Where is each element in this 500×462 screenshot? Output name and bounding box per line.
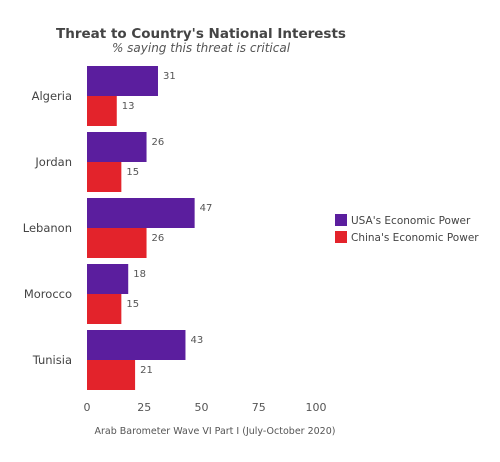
- bar-lebanon-china: [87, 228, 147, 258]
- bar-tunisia-usa: [87, 330, 186, 360]
- bars-group: [87, 66, 195, 390]
- bar-lebanon-usa: [87, 198, 195, 228]
- legend-label-china: China's Economic Power: [351, 232, 479, 244]
- data-label-morocco-china: 15: [126, 299, 139, 310]
- data-label-lebanon-usa: 47: [200, 203, 213, 214]
- legend-swatch-china: [335, 231, 347, 243]
- category-label-jordan: Jordan: [34, 155, 72, 169]
- data-label-morocco-usa: 18: [133, 269, 146, 280]
- data-label-tunisia-usa: 43: [190, 335, 203, 346]
- x-axis-ticks: 0 25 50 75 100: [84, 401, 327, 414]
- category-label-lebanon: Lebanon: [23, 221, 72, 235]
- legend: USA's Economic Power China's Economic Pow…: [335, 214, 479, 244]
- data-label-algeria-china: 13: [122, 101, 135, 112]
- x-tick-label-25: 25: [137, 401, 151, 414]
- x-tick-label-0: 0: [84, 401, 91, 414]
- bar-jordan-china: [87, 162, 122, 192]
- chart-title: Threat to Country's National Interests: [56, 26, 346, 42]
- legend-label-usa: USA's Economic Power: [351, 215, 471, 227]
- bar-algeria-china: [87, 96, 117, 126]
- x-tick-label-75: 75: [252, 401, 266, 414]
- category-label-morocco: Morocco: [24, 287, 72, 301]
- chart-caption: Arab Barometer Wave VI Part I (July-Octo…: [95, 426, 336, 437]
- x-tick-label-50: 50: [195, 401, 209, 414]
- category-labels: Algeria Jordan Lebanon Morocco Tunisia: [23, 89, 72, 367]
- data-label-tunisia-china: 21: [140, 365, 153, 376]
- data-label-algeria-usa: 31: [163, 71, 176, 82]
- bar-algeria-usa: [87, 66, 158, 96]
- bar-jordan-usa: [87, 132, 147, 162]
- category-label-tunisia: Tunisia: [32, 353, 72, 367]
- data-label-jordan-china: 15: [126, 167, 139, 178]
- data-labels: 31 13 26 15 47 26 18 15 43 21: [122, 71, 213, 376]
- chart-subtitle: % saying this threat is critical: [112, 41, 291, 55]
- category-label-algeria: Algeria: [32, 89, 72, 103]
- bar-morocco-usa: [87, 264, 129, 294]
- legend-swatch-usa: [335, 214, 347, 226]
- data-label-jordan-usa: 26: [152, 137, 165, 148]
- bar-tunisia-china: [87, 360, 136, 390]
- x-tick-label-100: 100: [306, 401, 327, 414]
- data-label-lebanon-china: 26: [152, 233, 165, 244]
- bar-morocco-china: [87, 294, 122, 324]
